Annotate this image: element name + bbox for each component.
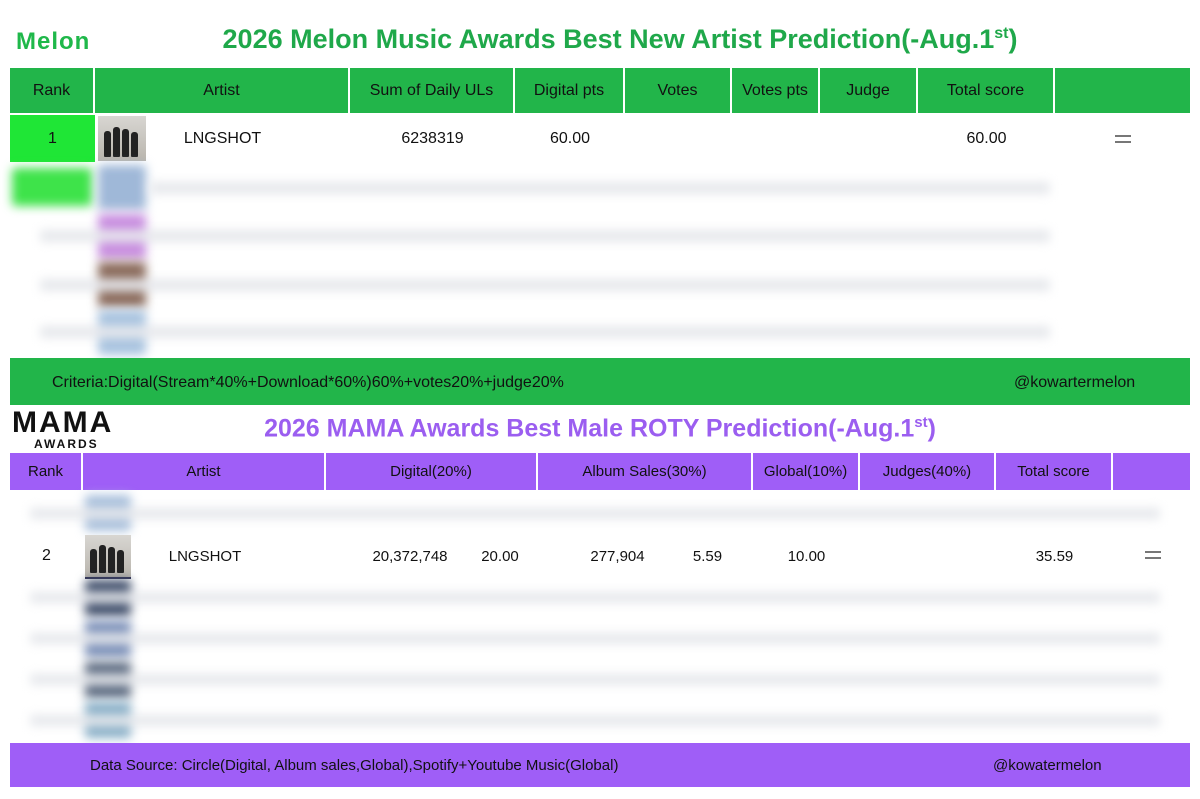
blurred-row <box>30 715 1160 726</box>
no-change-icon <box>1115 141 1131 143</box>
no-change-icon <box>1145 557 1161 559</box>
title-sup: st <box>914 414 928 431</box>
cell: 277,904 <box>590 547 645 565</box>
melon-footer <box>10 358 1190 405</box>
header-cell: Album Sales(30%) <box>538 453 753 490</box>
blurred-photo <box>98 165 146 210</box>
criteria: Criteria:Digital(Stream*40%+Download*60%… <box>52 374 564 391</box>
header-cell: Sum of Daily ULs <box>350 68 515 113</box>
cell: 60.00 <box>966 129 1007 147</box>
mama-title: 2026 MAMA Awards Best Male ROTY Predicti… <box>0 414 1200 443</box>
title-text: 2026 Melon Music Awards Best New Artist … <box>222 24 995 54</box>
header-cell: Digital(20%) <box>326 453 538 490</box>
cell: 5.59 <box>692 547 723 565</box>
header-cell: Artist <box>95 68 350 113</box>
data-source: Data Source: Circle(Digital, Album sales… <box>90 757 619 774</box>
cell: 6238319 <box>401 129 464 147</box>
cell: 20,372,748 <box>372 547 448 565</box>
melon-logo: Melon <box>16 28 91 55</box>
cell: 35.59 <box>1035 547 1074 565</box>
header-cell: Total score <box>996 453 1113 490</box>
header-cell: Judge <box>820 68 918 113</box>
mama-logo: MAMA <box>12 406 114 439</box>
blurred-cell <box>12 168 92 206</box>
blurred-row <box>30 674 1160 685</box>
cell: 10.00 <box>787 547 826 565</box>
artist-photo <box>85 535 131 579</box>
blurred-row <box>30 633 1160 644</box>
header-cell: Judges(40%) <box>860 453 996 490</box>
artist-name: LNGSHOT <box>168 547 242 565</box>
header-cell: Rank <box>10 453 83 490</box>
header-cell: Total score <box>918 68 1055 113</box>
artist-name: LNGSHOT <box>183 129 262 147</box>
blurred-row <box>40 230 1050 242</box>
artist-photo <box>98 116 146 161</box>
header-cell: Rank <box>10 68 95 113</box>
blurred-row <box>40 279 1050 291</box>
rank-cell: 1 <box>10 115 95 162</box>
mama-footer <box>10 743 1190 787</box>
rank-cell: 2 <box>42 547 51 564</box>
handle: @kowatermelon <box>993 757 1102 774</box>
header-cell: Digital pts <box>515 68 625 113</box>
header-cell <box>1113 453 1190 490</box>
title-text: 2026 MAMA Awards Best Male ROTY Predicti… <box>264 414 915 443</box>
title-sup: st <box>994 25 1009 42</box>
no-change-icon <box>1115 135 1131 137</box>
blurred-row <box>30 508 1160 519</box>
blurred-row <box>40 326 1050 338</box>
cell: 20.00 <box>481 547 519 565</box>
title-close: ) <box>927 414 936 443</box>
header-cell: Votes pts <box>732 68 820 113</box>
no-change-icon <box>1145 551 1161 553</box>
header-cell <box>1055 68 1190 113</box>
blurred-row <box>150 182 1050 194</box>
melon-title: 2026 Melon Music Awards Best New Artist … <box>0 24 1200 55</box>
cell: 60.00 <box>549 129 591 147</box>
mama-logo-sub: AWARDS <box>34 437 99 451</box>
handle: @kowartermelon <box>1014 374 1136 391</box>
header-cell: Artist <box>83 453 326 490</box>
blurred-row <box>30 592 1160 603</box>
header-cell: Votes <box>625 68 732 113</box>
header-cell: Global(10%) <box>753 453 860 490</box>
title-close: ) <box>1008 24 1018 54</box>
